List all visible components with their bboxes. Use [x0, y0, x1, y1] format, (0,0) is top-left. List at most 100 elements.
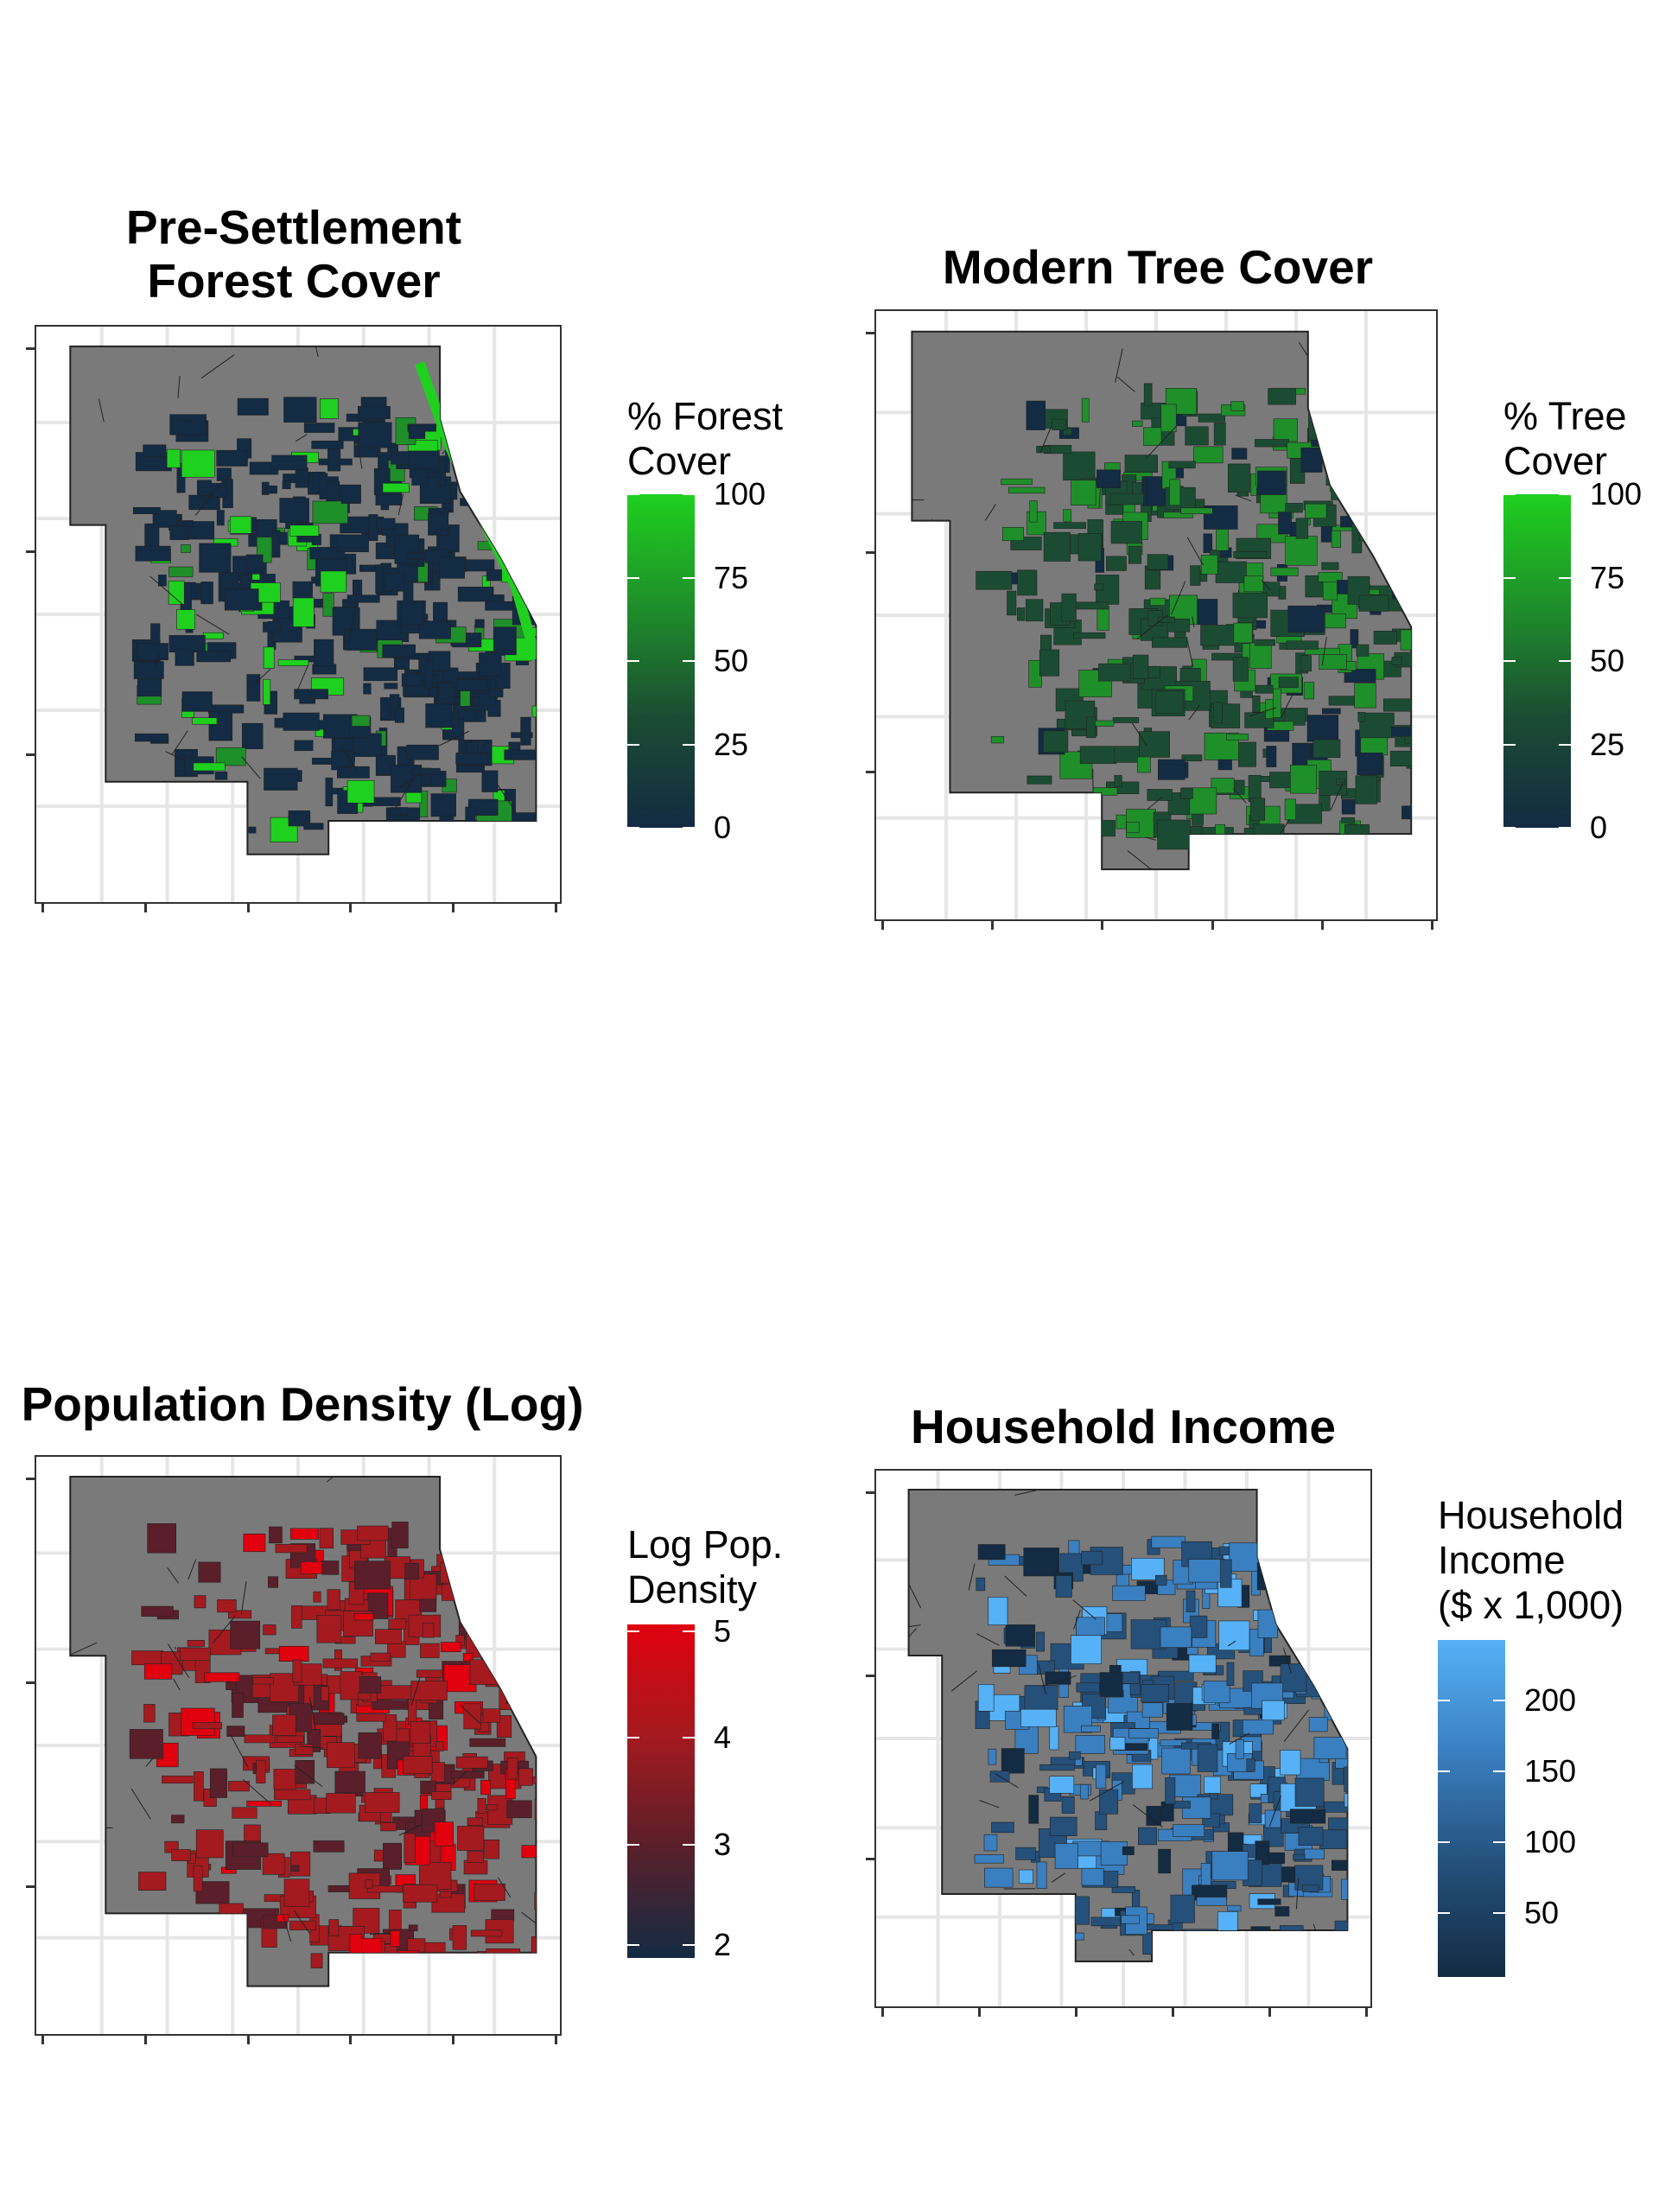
tract: [1249, 642, 1272, 669]
tract: [440, 1562, 475, 1584]
legend-tick: [627, 1630, 639, 1632]
tract: [1110, 520, 1142, 544]
tract: [279, 498, 309, 523]
tract: [1286, 1586, 1323, 1597]
tract: [375, 564, 384, 594]
tract: [463, 1574, 476, 1601]
tract: [1197, 1744, 1218, 1772]
tract: [516, 512, 534, 539]
tract: [295, 467, 308, 488]
tract: [294, 740, 314, 752]
tract: [1288, 1568, 1322, 1579]
tract: [388, 1618, 407, 1630]
tract: [1155, 690, 1184, 714]
legend-tick: [1493, 1841, 1505, 1843]
tract: [1273, 418, 1298, 442]
tract: [210, 1768, 227, 1798]
tract: [1213, 423, 1226, 446]
tract: [384, 683, 398, 690]
tract: [272, 1714, 296, 1736]
tract: [1344, 1766, 1348, 1792]
tract: [1257, 1609, 1278, 1638]
tract: [403, 581, 414, 604]
tract: [340, 484, 361, 504]
tract: [537, 1683, 560, 1701]
tract: [1268, 1655, 1291, 1667]
tract: [1143, 383, 1153, 406]
tract: [1373, 631, 1397, 645]
tract: [1341, 817, 1356, 823]
tract: [1025, 599, 1044, 622]
tract: [439, 556, 465, 579]
tract: [477, 1797, 486, 1815]
legend-title-tree: % Tree Cover: [1503, 394, 1627, 483]
legend-tick: [1559, 660, 1571, 662]
tract: [181, 1707, 215, 1736]
tract: [976, 570, 1013, 590]
tract: [1308, 1619, 1327, 1641]
tract: [1389, 750, 1412, 766]
tract: [314, 639, 334, 667]
tract: [180, 1647, 211, 1662]
tract: [522, 1528, 537, 1549]
tract: [1300, 1602, 1335, 1619]
legend-tick: [1503, 576, 1516, 579]
tract: [321, 1686, 329, 1701]
tract: [460, 498, 476, 506]
tract: [465, 806, 476, 833]
axis-tick: [978, 2008, 981, 2017]
axis-tick: [143, 904, 147, 912]
tract: [1203, 533, 1213, 554]
tract: [1193, 446, 1224, 464]
tract: [1007, 486, 1046, 494]
tract: [1252, 695, 1261, 713]
tract: [230, 516, 252, 534]
tract: [1027, 775, 1052, 785]
tract: [1305, 503, 1327, 518]
tract: [455, 1756, 488, 1769]
legend-tick: [627, 827, 639, 829]
tract: [520, 1577, 530, 1593]
tract: [1024, 1685, 1058, 1710]
legend-tick: [1493, 1700, 1505, 1702]
tract: [356, 1713, 387, 1722]
tract: [1198, 413, 1225, 423]
legend-tick: [683, 576, 695, 579]
tract: [1061, 1796, 1075, 1814]
tract: [474, 474, 501, 486]
tract: [518, 1768, 533, 1786]
tract: [1017, 607, 1026, 621]
tract: [1355, 775, 1377, 804]
tract: [134, 815, 168, 844]
tract: [389, 694, 400, 716]
tract: [1095, 720, 1115, 727]
tract: [1069, 1751, 1081, 1760]
tract: [1180, 787, 1193, 799]
axis-tick: [1365, 2008, 1368, 2017]
tract: [1126, 809, 1156, 838]
tract: [383, 1714, 397, 1742]
tract: [1250, 1926, 1271, 1952]
tract: [226, 1680, 238, 1691]
tract: [1357, 711, 1366, 722]
tract: [1213, 702, 1223, 724]
axis-tick: [26, 753, 35, 756]
tract: [263, 646, 275, 669]
tract: [495, 539, 525, 555]
tract: [241, 722, 264, 750]
tract: [509, 812, 537, 833]
tract: [407, 1938, 426, 1953]
tract: [1367, 424, 1393, 446]
axis-tick: [452, 904, 455, 912]
tract: [1273, 1575, 1300, 1601]
tract: [1303, 682, 1315, 700]
tract: [403, 1756, 433, 1775]
tract: [1344, 1595, 1348, 1612]
tract: [1284, 708, 1306, 726]
tract: [440, 1642, 461, 1653]
axis-tick: [41, 904, 44, 912]
tract: [1211, 778, 1235, 794]
tract: [1340, 1649, 1348, 1663]
tract: [1081, 1867, 1104, 1886]
tract: [1163, 512, 1193, 518]
